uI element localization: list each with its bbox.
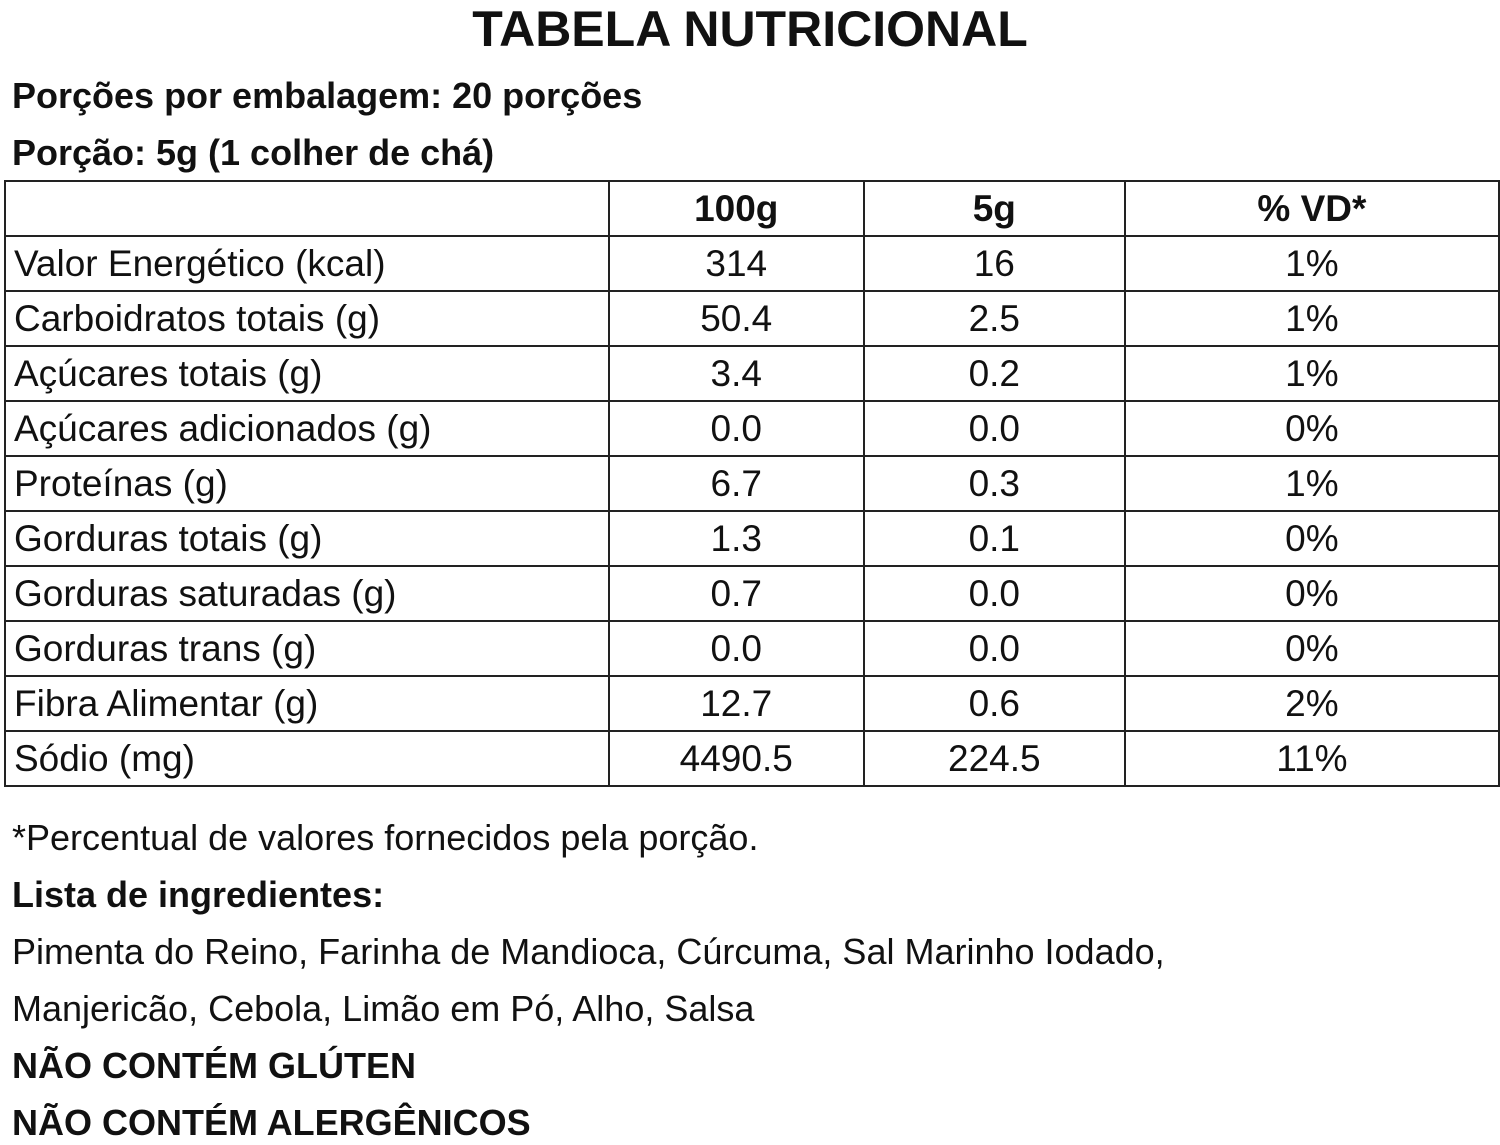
table-row: Carboidratos totais (g) 50.4 2.5 1% — [4, 290, 1500, 347]
table-cell: Proteínas (g) — [4, 455, 610, 512]
table-row: Gorduras totais (g) 1.3 0.1 0% — [4, 510, 1500, 567]
table-cell: 4490.5 — [607, 730, 865, 787]
table-row: Sódio (mg) 4490.5 224.5 11% — [4, 730, 1500, 787]
ingredients-line: Pimenta do Reino, Farinha de Mandioca, C… — [12, 931, 1165, 972]
table-cell: 16 — [862, 235, 1126, 292]
table-cell: 50.4 — [607, 290, 865, 347]
table-cell: 12.7 — [607, 675, 865, 732]
table-cell: 224.5 — [862, 730, 1126, 787]
table-cell: Gorduras saturadas (g) — [4, 565, 610, 622]
table-cell: Açúcares totais (g) — [4, 345, 610, 402]
table-cell: 2% — [1123, 675, 1500, 732]
servings: Porções por embalagem: 20 porções — [12, 75, 643, 116]
table-cell: Açúcares adicionados (g) — [4, 400, 610, 457]
table-cell: 0.6 — [862, 675, 1126, 732]
title: TABELA NUTRICIONAL — [472, 1, 1028, 57]
table-row: Açúcares adicionados (g) 0.0 0.0 0% — [4, 400, 1500, 457]
table-cell: 1% — [1123, 290, 1500, 347]
table-cell: 2.5 — [862, 290, 1126, 347]
portion: Porção: 5g (1 colher de chá) — [12, 132, 495, 173]
table-cell: 0% — [1123, 510, 1500, 567]
table-cell: Valor Energético (kcal) — [4, 235, 610, 292]
nutrition-table: 100g 5g% VD* Valor Energético (kcal) 314 16 1… — [4, 180, 1500, 787]
table-cell: Gorduras totais (g) — [4, 510, 610, 567]
table-row: Gorduras trans (g) 0.0 0.0 0% — [4, 620, 1500, 677]
table-cell: 0.3 — [862, 455, 1126, 512]
table-cell: 6.7 — [607, 455, 865, 512]
header-cell: 5g — [862, 180, 1126, 237]
table-cell: Sódio (mg) — [4, 730, 610, 787]
table-cell: 1% — [1123, 345, 1500, 402]
table-cell: 0% — [1123, 565, 1500, 622]
ingredients-line: Manjericão, Cebola, Limão em Pó, Alho, S… — [12, 988, 755, 1029]
header-cell: % VD* — [1123, 180, 1500, 237]
table-cell: 1% — [1123, 235, 1500, 292]
table-cell: Gorduras trans (g) — [4, 620, 610, 677]
table-cell: 0.1 — [862, 510, 1126, 567]
table-cell: 0.2 — [862, 345, 1126, 402]
table-cell: 3.4 — [607, 345, 865, 402]
notice: NÃO CONTÉM ALERGÊNICOS — [12, 1102, 531, 1143]
ingredients-heading: Lista de ingredientes: — [12, 874, 385, 915]
header-row: 100g 5g% VD* — [4, 180, 1500, 237]
table-cell: Carboidratos totais (g) — [4, 290, 610, 347]
table-cell: 1.3 — [607, 510, 865, 567]
table-cell: 0.0 — [862, 620, 1126, 677]
table-cell: 0.0 — [862, 400, 1126, 457]
footnote: *Percentual de valores fornecidos pela p… — [12, 817, 759, 858]
table-cell: 0.0 — [607, 400, 865, 457]
table-cell: 0.7 — [607, 565, 865, 622]
table-cell: 0% — [1123, 620, 1500, 677]
table-cell: 314 — [607, 235, 865, 292]
table-cell: 1% — [1123, 455, 1500, 512]
header-cell: 100g — [607, 180, 865, 237]
table-row: Proteínas (g) 6.7 0.3 1% — [4, 455, 1500, 512]
table-row: Valor Energético (kcal) 314 16 1% — [4, 235, 1500, 292]
table-cell: 0.0 — [862, 565, 1126, 622]
table-row: Açúcares totais (g) 3.4 0.2 1% — [4, 345, 1500, 402]
table-cell: 0.0 — [607, 620, 865, 677]
table-cell: 11% — [1123, 730, 1500, 787]
table-cell: Fibra Alimentar (g) — [4, 675, 610, 732]
table-row: Fibra Alimentar (g) 12.7 0.6 2% — [4, 675, 1500, 732]
table-row: Gorduras saturadas (g) 0.7 0.0 0% — [4, 565, 1500, 622]
header-cell — [4, 180, 610, 237]
table-cell: 0% — [1123, 400, 1500, 457]
notice: NÃO CONTÉM GLÚTEN — [12, 1045, 416, 1086]
